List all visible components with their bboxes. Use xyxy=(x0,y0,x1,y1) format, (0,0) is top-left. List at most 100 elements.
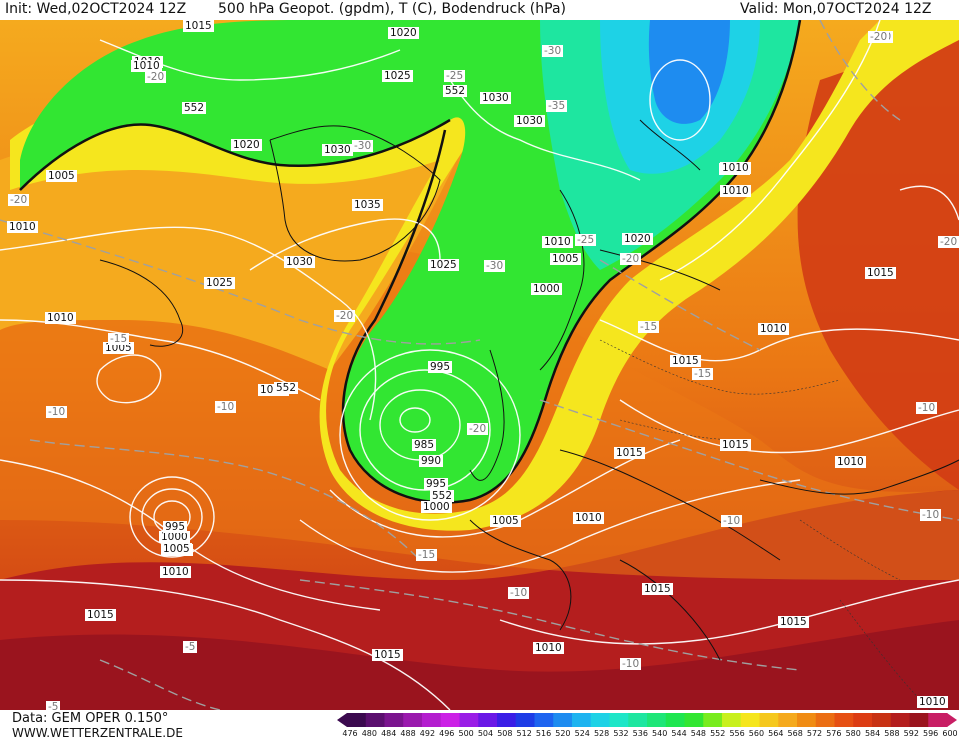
pressure-label: 1005 xyxy=(103,342,134,354)
legend-swatch xyxy=(422,713,442,727)
pressure-label: 1020 xyxy=(388,27,419,39)
isotherms xyxy=(0,20,959,710)
color-legend xyxy=(337,713,957,727)
legend-swatch xyxy=(628,713,648,727)
pressure-label: 1005 xyxy=(46,170,77,182)
field-darkest-red xyxy=(0,620,959,710)
pressure-label: 995 xyxy=(428,361,453,373)
legend-swatch xyxy=(497,713,517,727)
legend-max-arrow xyxy=(947,713,957,727)
temperature-label: -20 xyxy=(938,236,959,248)
legend-tick-label: 480 xyxy=(361,729,377,738)
pressure-label: 1030 xyxy=(322,144,353,156)
temperature-label: -25 xyxy=(444,70,466,82)
temperature-label: -30 xyxy=(352,140,374,152)
legend-tick-label: 568 xyxy=(787,729,803,738)
pressure-label: 985 xyxy=(412,439,437,451)
pressure-label: 1010 xyxy=(542,236,573,248)
temperature-label: -10 xyxy=(920,509,942,521)
map-canvas xyxy=(0,20,959,710)
legend-tick-label: 588 xyxy=(884,729,900,738)
pressure-label: 995 xyxy=(163,521,188,533)
legend-tick-label: 528 xyxy=(593,729,610,738)
pressure-label: 1010 xyxy=(45,312,76,324)
temperature-label: -15 xyxy=(108,333,130,345)
legend-tick-label: 548 xyxy=(690,729,707,738)
legend-swatch xyxy=(590,713,610,727)
temperature-label: -20 xyxy=(145,71,167,83)
legend-tick-label: 504 xyxy=(477,729,494,738)
legend-tick-label: 572 xyxy=(806,729,823,738)
legend-tick-label: 532 xyxy=(613,729,629,738)
legend-swatch xyxy=(609,713,629,727)
legend-swatch xyxy=(928,713,948,727)
pressure-label: 1015 xyxy=(642,583,673,595)
legend-swatch xyxy=(478,713,498,727)
legend-tick-label: 516 xyxy=(535,729,552,738)
legend-tick-label: 500 xyxy=(458,729,474,738)
legend-tick-label: 540 xyxy=(652,729,668,738)
legend-ticks: 476 480 484 488 492 496 500 504 508 512 516 520 524 5… xyxy=(342,729,958,741)
pressure-label: 1015 xyxy=(372,649,403,661)
height-label: 552 xyxy=(182,102,207,114)
legend-tick-label: 580 xyxy=(845,729,861,738)
legend-tick-label: 556 xyxy=(729,729,745,738)
legend-swatch xyxy=(403,713,423,727)
temperature-label: -20 xyxy=(620,253,642,265)
pressure-label: 1015 xyxy=(865,267,896,279)
pressure-label: 1010 xyxy=(131,60,162,72)
height-label: 552 xyxy=(274,382,299,394)
temperature-label: -5 xyxy=(183,641,198,653)
legend-swatch xyxy=(740,713,760,727)
legend-swatch xyxy=(459,713,479,727)
pressure-label: 1010 xyxy=(720,162,751,174)
pressure-label: 1010 xyxy=(573,512,604,524)
pressure-label: 1010 xyxy=(917,696,948,708)
legend-tick-label: 592 xyxy=(903,729,919,738)
pressure-label: 1025 xyxy=(204,277,235,289)
legend-tick-label: 552 xyxy=(710,729,726,738)
pressure-label: 1000 xyxy=(531,283,562,295)
legend-tick-label: 484 xyxy=(381,729,397,738)
data-source: Data: GEM OPER 0.150° xyxy=(12,711,169,726)
temperature-label: -15 xyxy=(416,549,438,561)
field-east-red xyxy=(797,40,959,490)
pressure-label: 1010 xyxy=(533,642,564,654)
weather-map: 1015 1020 1010 1025 1005 1030 1030 1030 … xyxy=(0,20,959,710)
legend-swatch xyxy=(384,713,404,727)
pressure-label: 1015 xyxy=(183,20,214,32)
pressure-label: 1035 xyxy=(352,199,383,211)
map-title: 500 hPa Geopot. (gpdm), T (C), Bodendruc… xyxy=(218,1,566,17)
legend-tick-label: 476 xyxy=(342,729,358,738)
temperature-label: -10 xyxy=(916,402,938,414)
legend-swatch xyxy=(815,713,835,727)
legend-swatch xyxy=(853,713,873,727)
pressure-label: 1005 xyxy=(161,543,192,555)
pressure-label: 1015 xyxy=(85,609,116,621)
legend-swatch xyxy=(553,713,573,727)
legend-swatch xyxy=(365,713,385,727)
legend-tick-label: 560 xyxy=(748,729,765,738)
pressure-label: 1015 xyxy=(720,439,751,451)
temperature-label: -20 xyxy=(467,423,489,435)
legend-swatch xyxy=(722,713,742,727)
legend-swatch xyxy=(347,713,367,727)
pressure-label: 1005 xyxy=(490,515,521,527)
legend-swatch xyxy=(684,713,704,727)
legend-tick-label: 596 xyxy=(923,729,939,738)
legend-tick-label: 508 xyxy=(497,729,513,738)
legend-tick-label: 600 xyxy=(942,729,958,738)
temperature-label: -10 xyxy=(620,658,642,670)
map-header: Init: Wed,02OCT2024 12Z 500 hPa Geopot. … xyxy=(0,0,959,20)
pressure-label: 1010 xyxy=(720,185,751,197)
legend-tick-label: 524 xyxy=(574,729,590,738)
pressure-label: 1010 xyxy=(7,221,38,233)
legend-tick-label: 488 xyxy=(400,729,416,738)
valid-time: Valid: Mon,07OCT2024 12Z xyxy=(740,1,932,17)
legend-min-arrow xyxy=(337,713,347,727)
pressure-label: 1015 xyxy=(670,355,701,367)
height-label: 552 xyxy=(443,85,468,97)
pressure-label: 1000 xyxy=(159,531,190,543)
temperature-label: -5 xyxy=(46,701,61,710)
legend-tick-label: 536 xyxy=(632,729,648,738)
